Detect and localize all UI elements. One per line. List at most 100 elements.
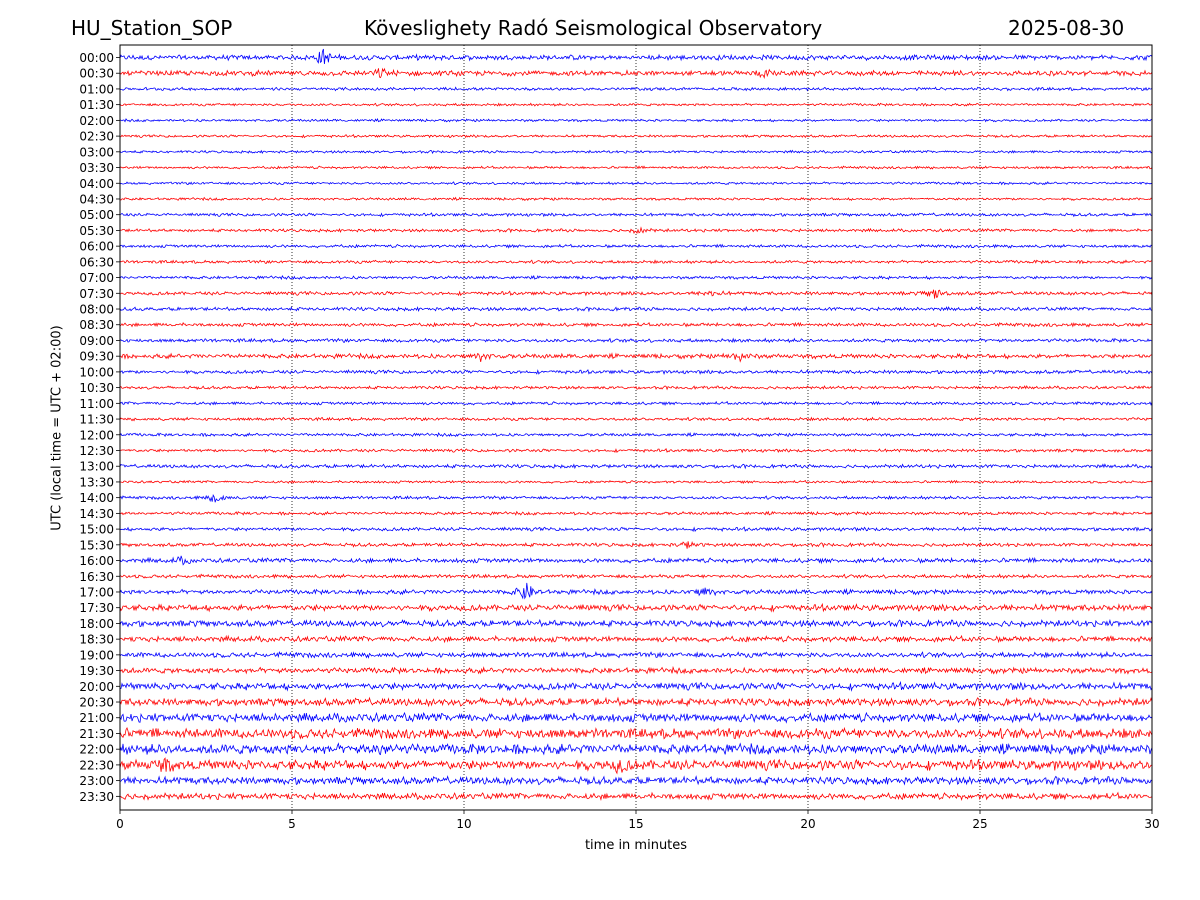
trace-1300 [119, 463, 1153, 470]
y-tick-label: 06:30 [79, 255, 114, 269]
grid [291, 45, 981, 810]
y-tick-label: 01:00 [79, 82, 114, 96]
trace-1430 [119, 510, 1153, 516]
trace-1630 [119, 573, 1153, 580]
trace-0230 [119, 134, 1153, 139]
y-tick-label: 14:00 [79, 491, 114, 505]
trace-1900 [119, 650, 1153, 659]
trace-0130 [119, 102, 1153, 107]
x-tick-label: 15 [628, 817, 643, 831]
y-tick-label: 11:00 [79, 397, 114, 411]
y-tick-label: 16:00 [79, 554, 114, 568]
y-tick-label: 04:30 [79, 192, 114, 206]
y-tick-label: 07:00 [79, 271, 114, 285]
y-tick-label: 17:00 [79, 585, 114, 599]
y-tick-label: 13:30 [79, 475, 114, 489]
chart-date: 2025-08-30 [1008, 16, 1125, 40]
y-tick-label: 19:00 [79, 648, 114, 662]
trace-0300 [119, 149, 1153, 155]
trace-1500 [119, 526, 1153, 533]
traces [119, 48, 1153, 802]
y-tick-label: 18:00 [79, 617, 114, 631]
y-tick-label: 15:30 [79, 538, 114, 552]
trace-1530 [119, 541, 1153, 549]
y-tick-label: 13:00 [79, 460, 114, 474]
y-tick-label: 18:30 [79, 633, 114, 647]
x-tick-label: 0 [116, 817, 124, 831]
trace-2030 [119, 696, 1153, 708]
trace-0100 [119, 86, 1153, 92]
trace-2330 [119, 791, 1153, 802]
trace-1200 [119, 432, 1153, 438]
y-tick-label: 05:30 [79, 224, 114, 238]
trace-0330 [119, 165, 1153, 170]
y-tick-label: 06:00 [79, 240, 114, 254]
trace-2130 [119, 726, 1153, 741]
y-tick-label: 23:00 [79, 774, 114, 788]
trace-1000 [119, 369, 1153, 376]
y-tick-label: 21:30 [79, 727, 114, 741]
y-tick-label: 09:30 [79, 350, 114, 364]
y-tick-label: 11:30 [79, 413, 114, 427]
y-tick-label: 22:00 [79, 743, 114, 757]
y-axis-label: UTC (local time = UTC + 02:00) [49, 325, 65, 531]
y-tick-label: 23:30 [79, 790, 114, 804]
trace-2230 [119, 757, 1153, 775]
y-tick-label: 07:30 [79, 287, 114, 301]
y-tick-label: 00:30 [79, 67, 114, 81]
y-tick-label: 09:00 [79, 334, 114, 348]
y-tick-label: 21:00 [79, 711, 114, 725]
trace-1030 [119, 385, 1153, 391]
y-tick-label: 03:00 [79, 145, 114, 159]
y-tick-label: 01:30 [79, 98, 114, 112]
trace-2000 [119, 680, 1153, 692]
trace-1400 [119, 494, 1153, 503]
trace-1800 [119, 618, 1153, 628]
y-tick-label: 20:30 [79, 696, 114, 710]
x-tick-label: 30 [1144, 817, 1159, 831]
y-tick-label: 15:00 [79, 523, 114, 537]
y-tick-label: 14:30 [79, 507, 114, 521]
x-axis-label: time in minutes [584, 838, 688, 853]
x-tick-label: 10 [456, 817, 471, 831]
trace-0630 [119, 259, 1153, 265]
y-tick-label: 08:00 [79, 303, 114, 317]
trace-0830 [119, 321, 1153, 328]
trace-0930 [119, 352, 1153, 363]
y-tick-label: 05:00 [79, 208, 114, 222]
y-tick-label: 10:30 [79, 381, 114, 395]
trace-0030 [119, 67, 1153, 79]
x-tick-label: 5 [288, 817, 296, 831]
trace-0500 [119, 212, 1153, 218]
y-tick-label: 03:30 [79, 161, 114, 175]
x-tick-label: 20 [800, 817, 815, 831]
trace-0600 [119, 243, 1153, 249]
y-tick-label: 00:00 [79, 51, 114, 65]
y-tick-label: 02:00 [79, 114, 114, 128]
y-tick-label: 12:30 [79, 444, 114, 458]
trace-1600 [119, 555, 1153, 566]
trace-0430 [119, 196, 1153, 202]
station-name: HU_Station_SOP [71, 16, 233, 40]
trace-2200 [119, 742, 1153, 756]
trace-1230 [119, 448, 1153, 454]
trace-1700 [119, 582, 1153, 600]
trace-0730 [119, 289, 1153, 299]
trace-0000 [119, 48, 1153, 64]
trace-1100 [119, 400, 1153, 406]
y-tick-label: 19:30 [79, 664, 114, 678]
trace-0800 [119, 306, 1153, 313]
y-tick-label: 12:00 [79, 428, 114, 442]
trace-0530 [119, 226, 1153, 235]
trace-0900 [119, 337, 1153, 344]
chart-title: Köveslighety Radó Seismological Observat… [364, 16, 823, 40]
trace-0200 [119, 118, 1153, 123]
trace-1930 [119, 665, 1153, 675]
y-tick-label: 10:00 [79, 365, 114, 379]
trace-0700 [119, 274, 1153, 281]
trace-2300 [119, 775, 1153, 786]
y-tick-label: 16:30 [79, 570, 114, 584]
trace-1730 [119, 602, 1153, 613]
